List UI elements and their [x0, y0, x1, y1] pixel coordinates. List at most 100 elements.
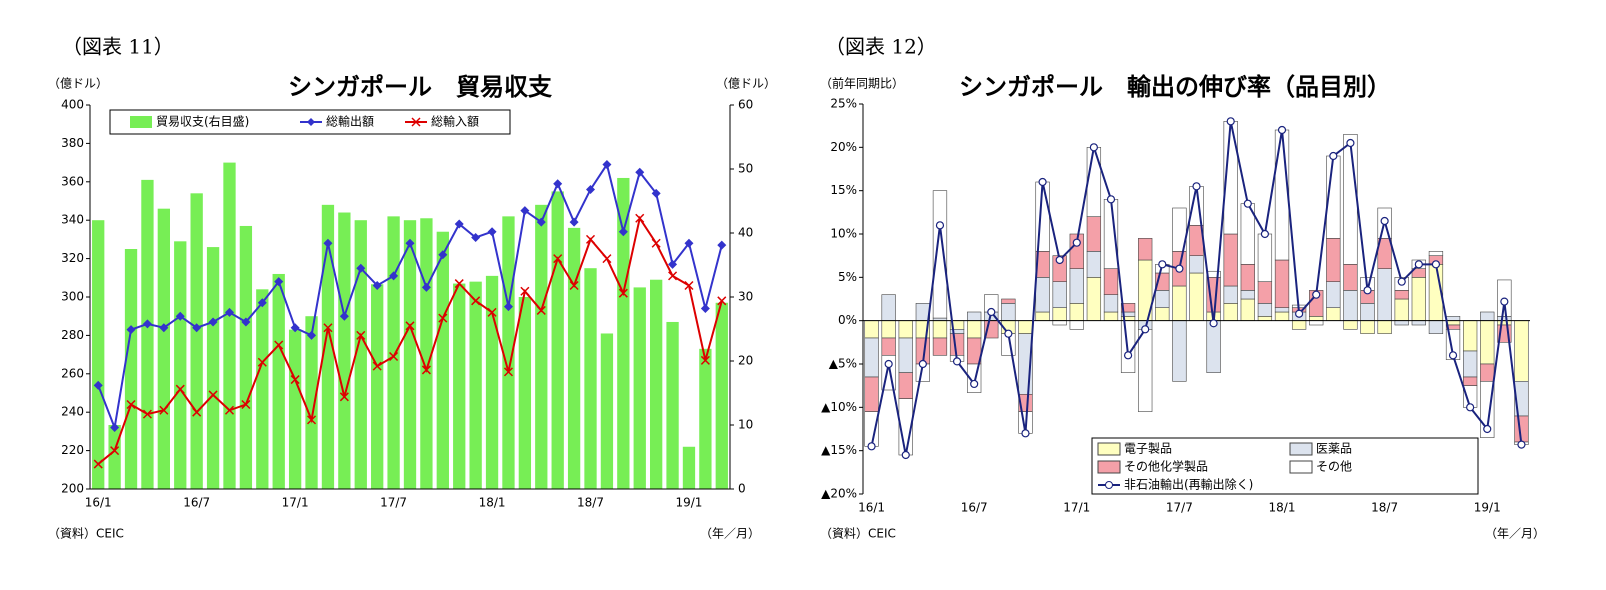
- bar: [1377, 268, 1392, 321]
- bar: [1445, 316, 1461, 321]
- marker: [586, 184, 596, 194]
- bar: [1172, 207, 1187, 252]
- bar: [1103, 311, 1119, 321]
- bar: [108, 425, 121, 489]
- x-unit: （年／月）: [1485, 527, 1545, 541]
- bar: [1428, 251, 1444, 256]
- bar: [650, 279, 663, 489]
- bar: [1223, 303, 1238, 321]
- marker: [1158, 260, 1167, 269]
- marker: [1072, 238, 1081, 247]
- marker: [1021, 429, 1030, 438]
- y2-tick-label: 60: [738, 98, 753, 112]
- bar: [600, 333, 614, 489]
- bar: [1480, 363, 1495, 382]
- bar: [1052, 281, 1067, 308]
- marker: [1277, 125, 1287, 135]
- marker: [389, 271, 399, 281]
- bar: [321, 204, 335, 489]
- bar: [1189, 272, 1204, 321]
- marker: [1346, 138, 1355, 148]
- legend-swatch: [1289, 460, 1313, 474]
- bar: [967, 320, 982, 339]
- bar: [1069, 320, 1084, 330]
- marker: [110, 446, 120, 456]
- marker: [1363, 286, 1372, 295]
- marker: [421, 282, 431, 292]
- bar: [1274, 311, 1290, 321]
- bar: [305, 316, 318, 489]
- bar: [932, 337, 948, 356]
- marker: [867, 442, 876, 451]
- bar: [288, 329, 302, 489]
- bar: [898, 372, 913, 399]
- bar: [436, 231, 449, 489]
- bar: [1120, 303, 1136, 313]
- bar: [1463, 350, 1478, 378]
- y-axis-label: （億ドル）: [48, 77, 108, 91]
- marker: [339, 392, 349, 402]
- marker: [635, 213, 645, 223]
- marker: [290, 323, 300, 333]
- figure-label: （図表 12）: [825, 35, 937, 59]
- bar: [403, 220, 417, 489]
- marker: [668, 271, 678, 281]
- y-tick-label: 240: [61, 405, 84, 419]
- legend-label: 総輸出額: [326, 114, 374, 129]
- marker: [717, 240, 727, 250]
- legend-label: 電子製品: [1124, 442, 1172, 456]
- bar: [881, 337, 896, 356]
- marker: [356, 330, 366, 340]
- marker: [1209, 319, 1218, 328]
- bar: [1155, 290, 1170, 308]
- y-tick-label: ▲10%: [821, 400, 857, 414]
- marker: [651, 188, 661, 198]
- y-tick-label: 0%: [838, 313, 857, 327]
- bar: [272, 273, 285, 489]
- legend-label: 総輸入額: [431, 114, 479, 129]
- y-tick-label: 360: [61, 174, 84, 188]
- y-tick-label: 25%: [830, 97, 857, 111]
- x-tick-label: 18/1: [479, 496, 506, 510]
- bar: [1326, 281, 1341, 308]
- y-tick-label: 320: [61, 251, 84, 265]
- bar: [1086, 216, 1102, 252]
- marker: [389, 351, 399, 362]
- x-tick-label: 18/7: [1371, 501, 1398, 515]
- bar: [1309, 316, 1324, 321]
- bar: [1103, 268, 1119, 295]
- bar: [1274, 307, 1290, 313]
- bar: [1343, 290, 1358, 321]
- bar: [682, 446, 696, 489]
- marker: [323, 323, 333, 333]
- bar: [881, 294, 896, 321]
- bar: [1018, 320, 1033, 334]
- bar: [1257, 316, 1273, 321]
- bar: [1052, 320, 1067, 326]
- bar: [898, 337, 913, 373]
- marker: [126, 325, 136, 335]
- bar: [715, 302, 728, 489]
- marker: [1414, 260, 1423, 269]
- bar: [1343, 264, 1358, 291]
- marker: [1312, 290, 1321, 299]
- marker: [668, 259, 678, 269]
- marker: [93, 380, 103, 390]
- y-tick-label: 380: [61, 136, 84, 150]
- bar: [354, 220, 367, 489]
- marker: [224, 405, 235, 415]
- marker: [970, 379, 979, 389]
- marker: [372, 280, 382, 290]
- y-axis-label: （前年同期比）: [820, 76, 904, 91]
- bar: [633, 287, 646, 489]
- bar: [469, 281, 482, 489]
- marker: [192, 323, 202, 333]
- legend-box: [1091, 437, 1479, 495]
- legend-label: その他化学製品: [1124, 459, 1208, 474]
- bar: [1069, 303, 1084, 321]
- marker: [503, 367, 513, 377]
- marker: [126, 399, 136, 410]
- bar: [1411, 277, 1426, 321]
- bar: [932, 190, 948, 319]
- marker: [175, 311, 185, 321]
